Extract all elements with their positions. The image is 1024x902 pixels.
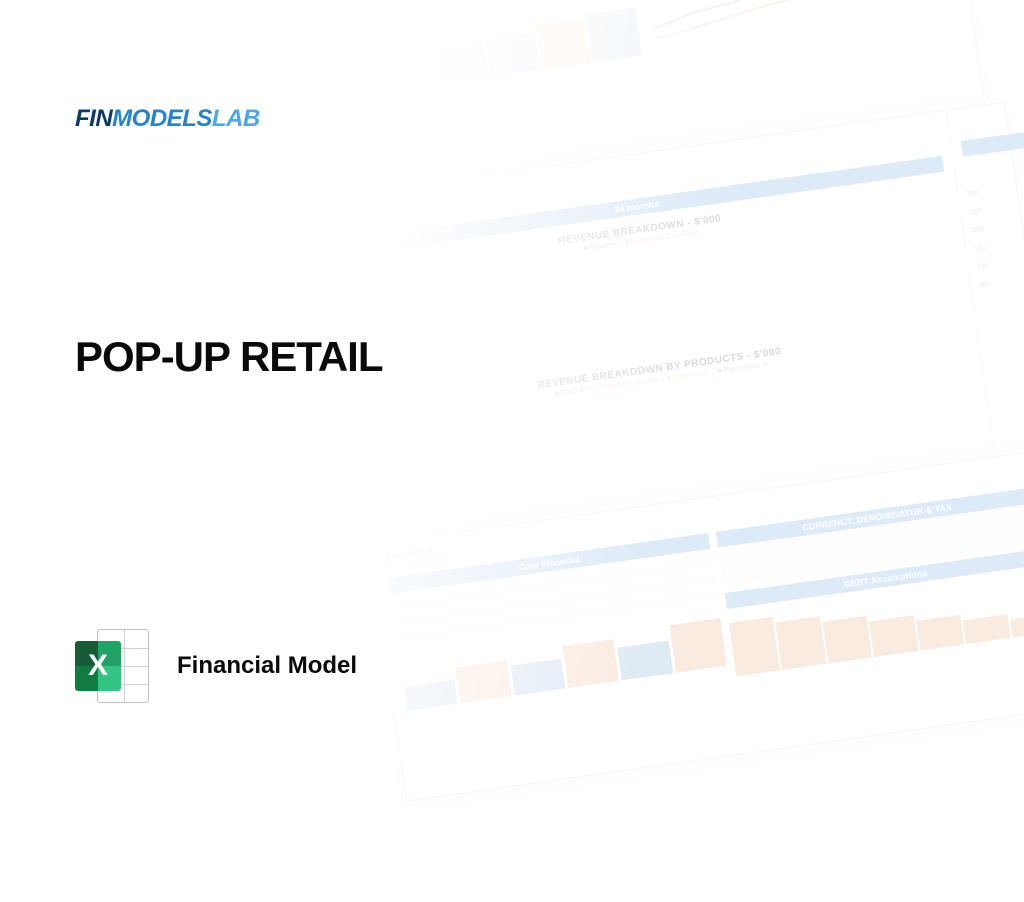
chart-rb-legend: Food Beverage (976, 267, 1024, 326)
chart-rt-area: 50100150200250300 (958, 140, 1024, 291)
chart-rb-title: REVENUE BREAK (974, 255, 1024, 318)
subtitle: Financial Model (177, 652, 357, 680)
brand-logo: FINMODELSLAB (75, 105, 455, 133)
excel-icon: X (75, 629, 149, 703)
logo-part3: LAB (212, 105, 260, 132)
excel-icon-letter: X (75, 641, 121, 691)
sheet3-header: Dashboard Company Name (371, 451, 1024, 580)
bottom-row: X Financial Model (75, 629, 357, 703)
logo-part2: MODELS (112, 105, 212, 132)
content-left: FINMODELSLAB POP-UP RETAIL X Financial M… (75, 0, 455, 768)
chart-rt-title: REVENUE BREAKDOWN (955, 116, 1024, 179)
logo-part1: FIN (75, 105, 112, 132)
mockup-sheet-bottom: Dashboard Company Name Core Financial CU… (370, 449, 1024, 801)
chart-rt-legend: Midweek Weekends & (957, 129, 1024, 188)
sheet3-sub: Company Name (386, 470, 1024, 570)
header-bar-5yr: 5 years (961, 92, 1024, 157)
chart-rb-area (978, 278, 1024, 400)
page-title: POP-UP RETAIL (75, 333, 455, 381)
